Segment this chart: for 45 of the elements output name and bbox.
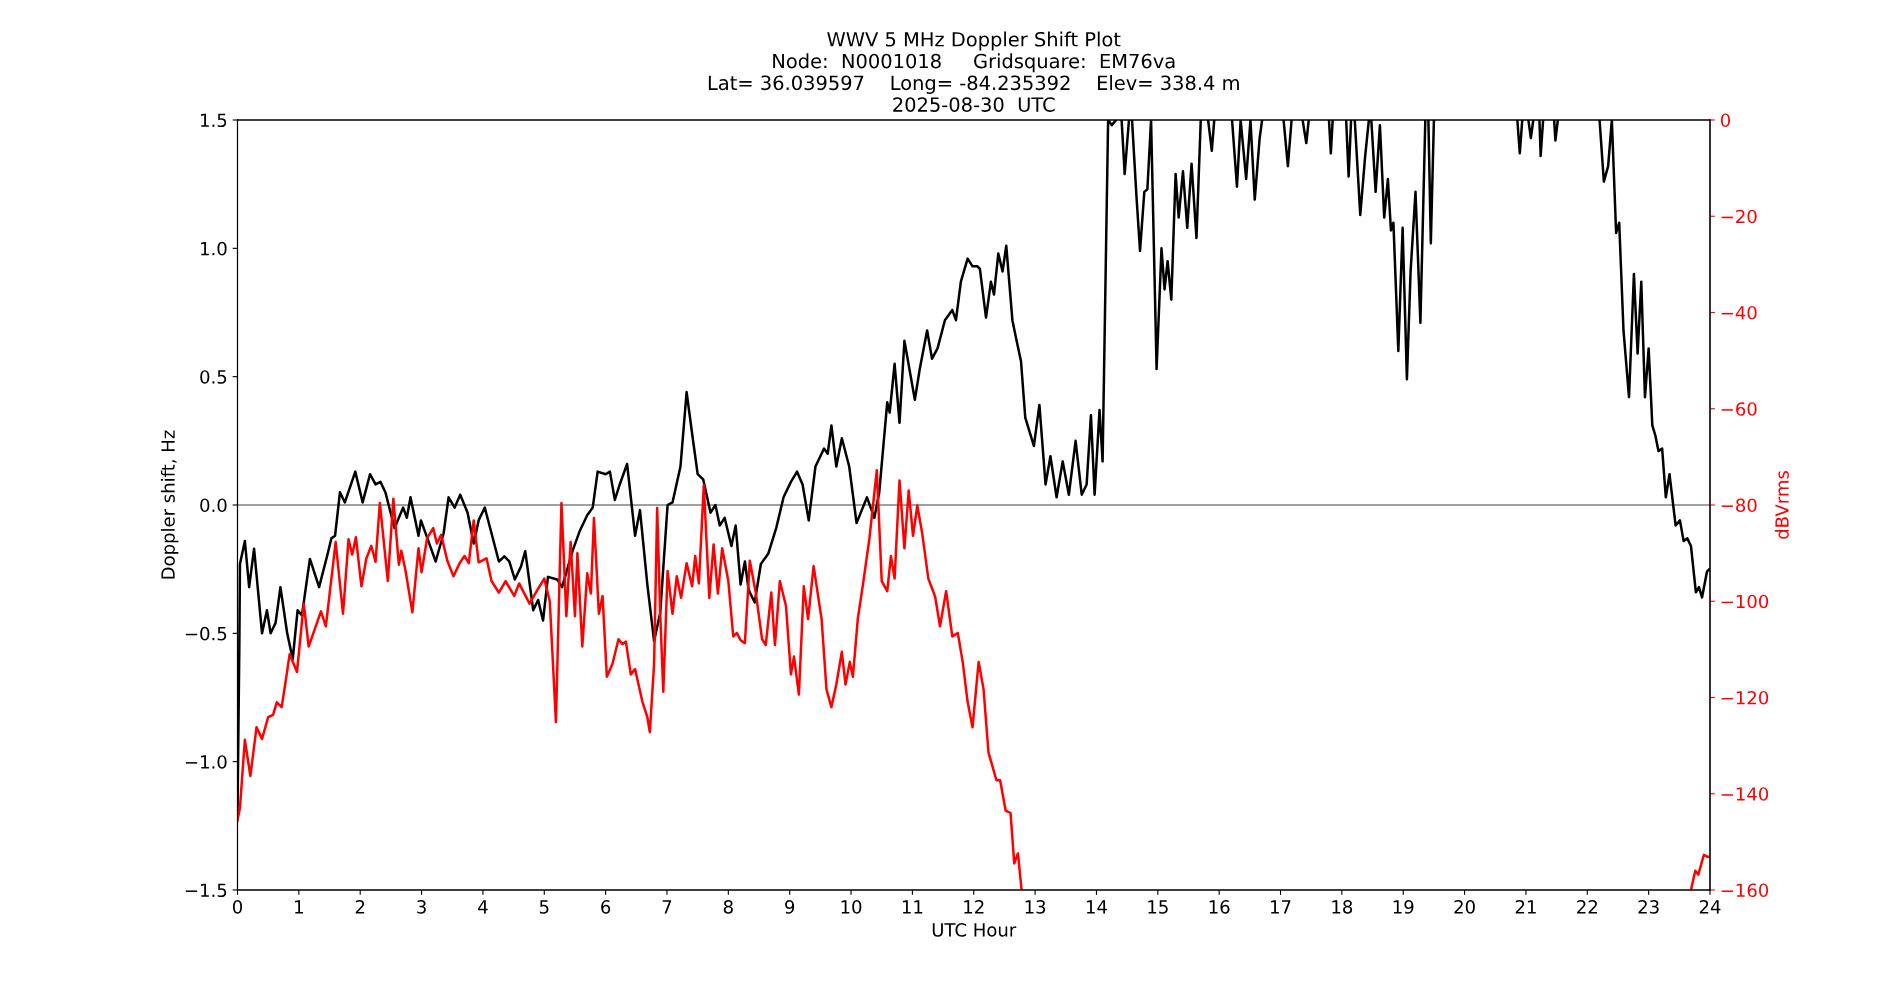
x-tick-label: 24 [1699, 900, 1721, 914]
x-tick-label: 20 [1454, 900, 1475, 914]
y2-tick-label: −20 [1721, 209, 1757, 224]
x-tick-label: 14 [1086, 900, 1107, 914]
x-tick-label: 10 [841, 900, 862, 914]
y-tick-label: −1.5 [185, 883, 227, 898]
x-tick-label: 8 [723, 900, 733, 914]
x-tick-label: 1 [295, 900, 303, 914]
y2-tick-label: −140 [1721, 787, 1769, 801]
x-tick-label: 21 [1515, 900, 1536, 914]
x-tick-label: 19 [1393, 900, 1414, 914]
x-tick-label: 6 [601, 900, 611, 914]
x-tick-label: 2 [355, 900, 365, 914]
y-tick-label: −1.0 [185, 755, 227, 769]
y-tick-label: 0.0 [200, 498, 227, 513]
y2-tick-label: −160 [1721, 883, 1769, 898]
x-tick-label: 0 [232, 900, 243, 914]
x-tick-label: 23 [1638, 900, 1659, 914]
x-tick-label: 7 [662, 900, 672, 914]
y2-tick-label: −120 [1721, 690, 1769, 705]
x-tick-label: 16 [1209, 900, 1230, 914]
x-tick-label: 12 [964, 900, 984, 914]
y-tick-label: 0.5 [200, 370, 227, 384]
x-axis-title: UTC Hour [932, 923, 1017, 937]
y2-tick-label: −80 [1721, 498, 1757, 513]
x-tick-label: 3 [417, 900, 426, 914]
y2-tick-label: −40 [1721, 305, 1757, 320]
y2-tick-label: −60 [1721, 402, 1757, 416]
y2-tick-label: 0 [1720, 113, 1731, 128]
y2-tick-label: −100 [1721, 594, 1769, 609]
y-axis-title: Doppler shift, Hz [160, 430, 179, 579]
y2-axis-title: dBVrms [1774, 471, 1789, 539]
x-tick-label: 15 [1148, 900, 1168, 914]
y-tick-label: 1.5 [201, 113, 227, 128]
y-tick-label: 1.0 [201, 241, 227, 256]
chart-title: WWV 5 MHz Doppler Shift Plot Node: N0001018 Gridsquare: EM76va Lat= 36.039597 Long= -84.235392 Elev= 338.4 m 2025-08-30 UTC [708, 31, 1239, 112]
x-tick-label: 17 [1271, 900, 1291, 914]
x-tick-label: 9 [785, 900, 795, 914]
x-tick-label: 5 [539, 900, 549, 914]
x-tick-label: 4 [478, 900, 488, 914]
x-tick-label: 11 [902, 900, 923, 914]
x-tick-label: 22 [1577, 900, 1597, 914]
y-tick-label: −0.5 [185, 626, 227, 641]
x-tick-label: 18 [1332, 900, 1353, 914]
x-tick-label: 13 [1025, 900, 1046, 914]
